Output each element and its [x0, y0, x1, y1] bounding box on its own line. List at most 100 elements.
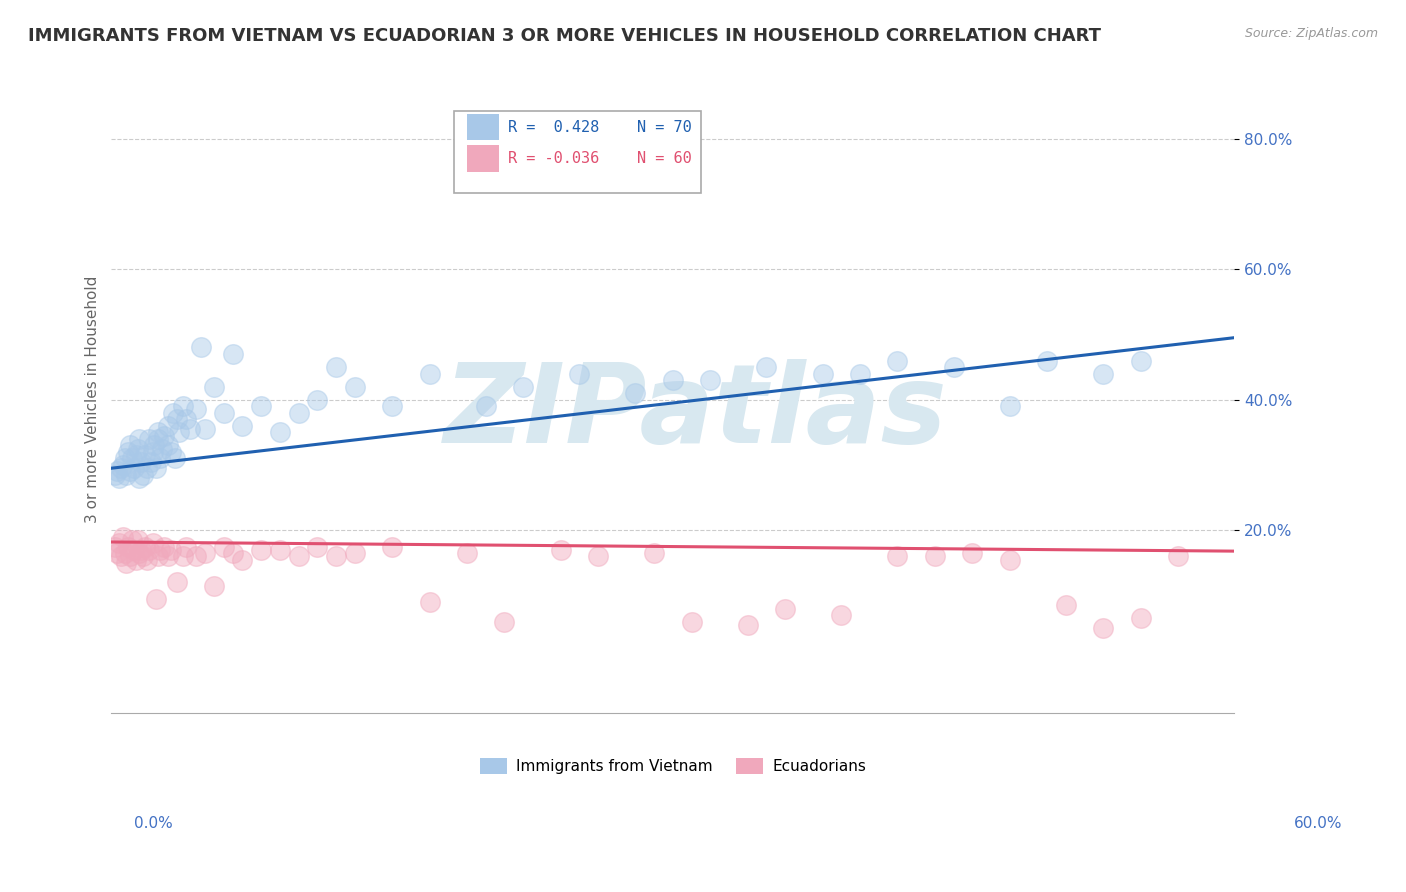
- Point: [114, 546, 136, 560]
- Point: [773, 601, 796, 615]
- Point: [1129, 353, 1152, 368]
- Point: [105, 546, 128, 560]
- Y-axis label: 3 or more Vehicles in Household: 3 or more Vehicles in Household: [86, 276, 100, 524]
- Point: [148, 432, 170, 446]
- Point: [127, 442, 149, 456]
- Point: [117, 540, 139, 554]
- Point: [849, 367, 872, 381]
- Point: [110, 461, 132, 475]
- FancyBboxPatch shape: [467, 114, 499, 140]
- Text: IMMIGRANTS FROM VIETNAM VS ECUADORIAN 3 OR MORE VEHICLES IN HOUSEHOLD CORRELATIO: IMMIGRANTS FROM VIETNAM VS ECUADORIAN 3 …: [28, 27, 1101, 45]
- Point: [1092, 367, 1115, 381]
- Point: [120, 438, 142, 452]
- Point: [167, 425, 190, 440]
- Point: [136, 552, 159, 566]
- Point: [586, 549, 609, 564]
- Point: [132, 467, 155, 482]
- Point: [287, 549, 309, 564]
- Point: [150, 442, 173, 456]
- Text: R = -0.036: R = -0.036: [508, 151, 599, 166]
- Point: [120, 549, 142, 564]
- Point: [886, 549, 908, 564]
- Point: [222, 546, 245, 560]
- Point: [1036, 353, 1059, 368]
- Point: [419, 367, 441, 381]
- Point: [643, 546, 665, 560]
- Point: [128, 432, 150, 446]
- Point: [287, 406, 309, 420]
- Point: [212, 406, 235, 420]
- Point: [474, 399, 496, 413]
- Point: [139, 455, 162, 469]
- Point: [307, 540, 329, 554]
- Point: [108, 536, 131, 550]
- Point: [160, 542, 183, 557]
- Point: [110, 549, 132, 564]
- Point: [998, 552, 1021, 566]
- Point: [325, 359, 347, 374]
- Point: [174, 412, 197, 426]
- Point: [194, 546, 217, 560]
- Point: [111, 458, 134, 472]
- Point: [343, 379, 366, 393]
- Point: [122, 461, 145, 475]
- Point: [136, 461, 159, 475]
- Point: [184, 549, 207, 564]
- Point: [120, 465, 142, 479]
- Point: [117, 445, 139, 459]
- Point: [179, 422, 201, 436]
- Point: [128, 471, 150, 485]
- Point: [212, 540, 235, 554]
- Point: [125, 448, 148, 462]
- FancyBboxPatch shape: [467, 145, 499, 171]
- Point: [512, 379, 534, 393]
- Point: [1054, 599, 1077, 613]
- Point: [737, 618, 759, 632]
- Point: [811, 367, 834, 381]
- Point: [1129, 611, 1152, 625]
- Point: [202, 379, 225, 393]
- Point: [222, 347, 245, 361]
- Legend: Immigrants from Vietnam, Ecuadorians: Immigrants from Vietnam, Ecuadorians: [474, 752, 872, 780]
- Point: [121, 451, 143, 466]
- Point: [166, 575, 188, 590]
- Point: [115, 556, 138, 570]
- Point: [148, 549, 170, 564]
- Point: [131, 455, 153, 469]
- Point: [494, 615, 516, 629]
- Point: [830, 608, 852, 623]
- Point: [142, 445, 165, 459]
- Point: [122, 542, 145, 557]
- Text: 60.0%: 60.0%: [1295, 816, 1343, 831]
- Point: [174, 540, 197, 554]
- Point: [127, 533, 149, 547]
- Point: [111, 530, 134, 544]
- Point: [121, 533, 143, 547]
- Point: [550, 542, 572, 557]
- Point: [1167, 549, 1189, 564]
- Point: [128, 546, 150, 560]
- Point: [755, 359, 778, 374]
- Point: [145, 591, 167, 606]
- Point: [156, 418, 179, 433]
- Point: [942, 359, 965, 374]
- Point: [132, 549, 155, 564]
- Point: [131, 542, 153, 557]
- Text: R =  0.428: R = 0.428: [508, 120, 599, 135]
- Point: [108, 471, 131, 485]
- Point: [153, 428, 176, 442]
- Point: [662, 373, 685, 387]
- Point: [134, 448, 156, 462]
- Text: 0.0%: 0.0%: [134, 816, 173, 831]
- Point: [125, 552, 148, 566]
- Point: [148, 425, 170, 440]
- Point: [143, 438, 166, 452]
- Point: [163, 451, 186, 466]
- Point: [138, 542, 160, 557]
- Point: [699, 373, 721, 387]
- Point: [104, 467, 127, 482]
- Point: [142, 536, 165, 550]
- Point: [998, 399, 1021, 413]
- Point: [166, 412, 188, 426]
- Text: Source: ZipAtlas.com: Source: ZipAtlas.com: [1244, 27, 1378, 40]
